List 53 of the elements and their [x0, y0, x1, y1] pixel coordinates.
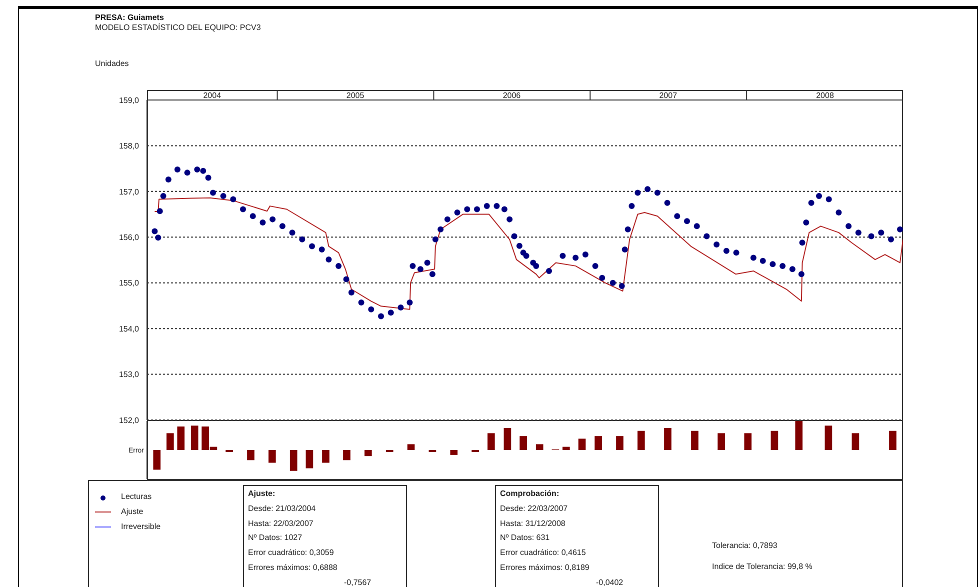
bar [364, 450, 372, 456]
bar [664, 428, 672, 450]
bar [795, 421, 803, 450]
bar [166, 433, 174, 450]
x-tick-label: 2004 [203, 91, 222, 100]
bar [290, 450, 298, 471]
bar [718, 433, 725, 450]
bar [770, 430, 778, 450]
legend-label: Lecturas [121, 492, 152, 501]
bar [536, 444, 544, 450]
bar [177, 426, 185, 450]
chart-subtitle: MODELO ESTADÍSTICO DEL EQUIPO: PCV3 [95, 23, 261, 32]
text: Tolerancia: 0,7893 Indice de Tolerancia: 99,8 % [712, 541, 812, 571]
bar [153, 450, 161, 470]
bar [520, 436, 527, 450]
chart-title: PRESA: Guiamets [95, 13, 164, 22]
bar [616, 436, 624, 450]
bar [306, 450, 314, 468]
bar [247, 450, 254, 460]
y-axis-title: Unidades [95, 59, 129, 68]
x-tick-label: 2006 [502, 91, 522, 100]
x-tick-label: 2005 [346, 91, 365, 100]
x-tick-label: 2008 [816, 91, 834, 100]
bar [744, 433, 752, 450]
y-tick-label: 155,0 [118, 278, 140, 288]
bar [638, 430, 645, 450]
x-tick-label: 2007 [659, 91, 678, 100]
y-tick-label: 154,0 [118, 324, 140, 334]
bar [343, 450, 350, 460]
y-tick-label: 156,0 [118, 232, 140, 242]
bar [488, 433, 495, 450]
text: Ajuste: Desde: 21/03/2004 Hasta: 22/03/2007 Nº Datos: 1027 Error cuadrático: 0,3059 Errores máximos: 0,6888 -0,7567 [248, 488, 372, 587]
text: Comprobación: Desde: 22/03/2007 Hasta: 31/12/2008 Nº Datos: 631 Error cuadrático: 0,4615 Errores máximos: 0,8189 -0,0402 [500, 488, 624, 587]
bar [889, 430, 896, 450]
legend-label: Ajuste [121, 507, 144, 516]
bar [594, 436, 602, 450]
bar [190, 426, 198, 450]
bar [691, 430, 698, 450]
bar [824, 426, 832, 450]
legend-label: Irreversible [121, 522, 161, 531]
y-tick-label: 158,0 [118, 142, 140, 151]
y-tick-label: 159,0 [118, 96, 140, 105]
y-tick-label: 153,0 [118, 370, 140, 380]
bar [450, 450, 458, 455]
bar [504, 428, 512, 450]
bar [578, 438, 586, 450]
y-tick-label: 157,0 [118, 187, 140, 196]
bar [322, 450, 330, 463]
bar [268, 450, 276, 463]
bar [407, 444, 415, 450]
y-tick-label: 152,0 [118, 416, 140, 425]
bar [852, 433, 860, 450]
bar [562, 446, 570, 450]
